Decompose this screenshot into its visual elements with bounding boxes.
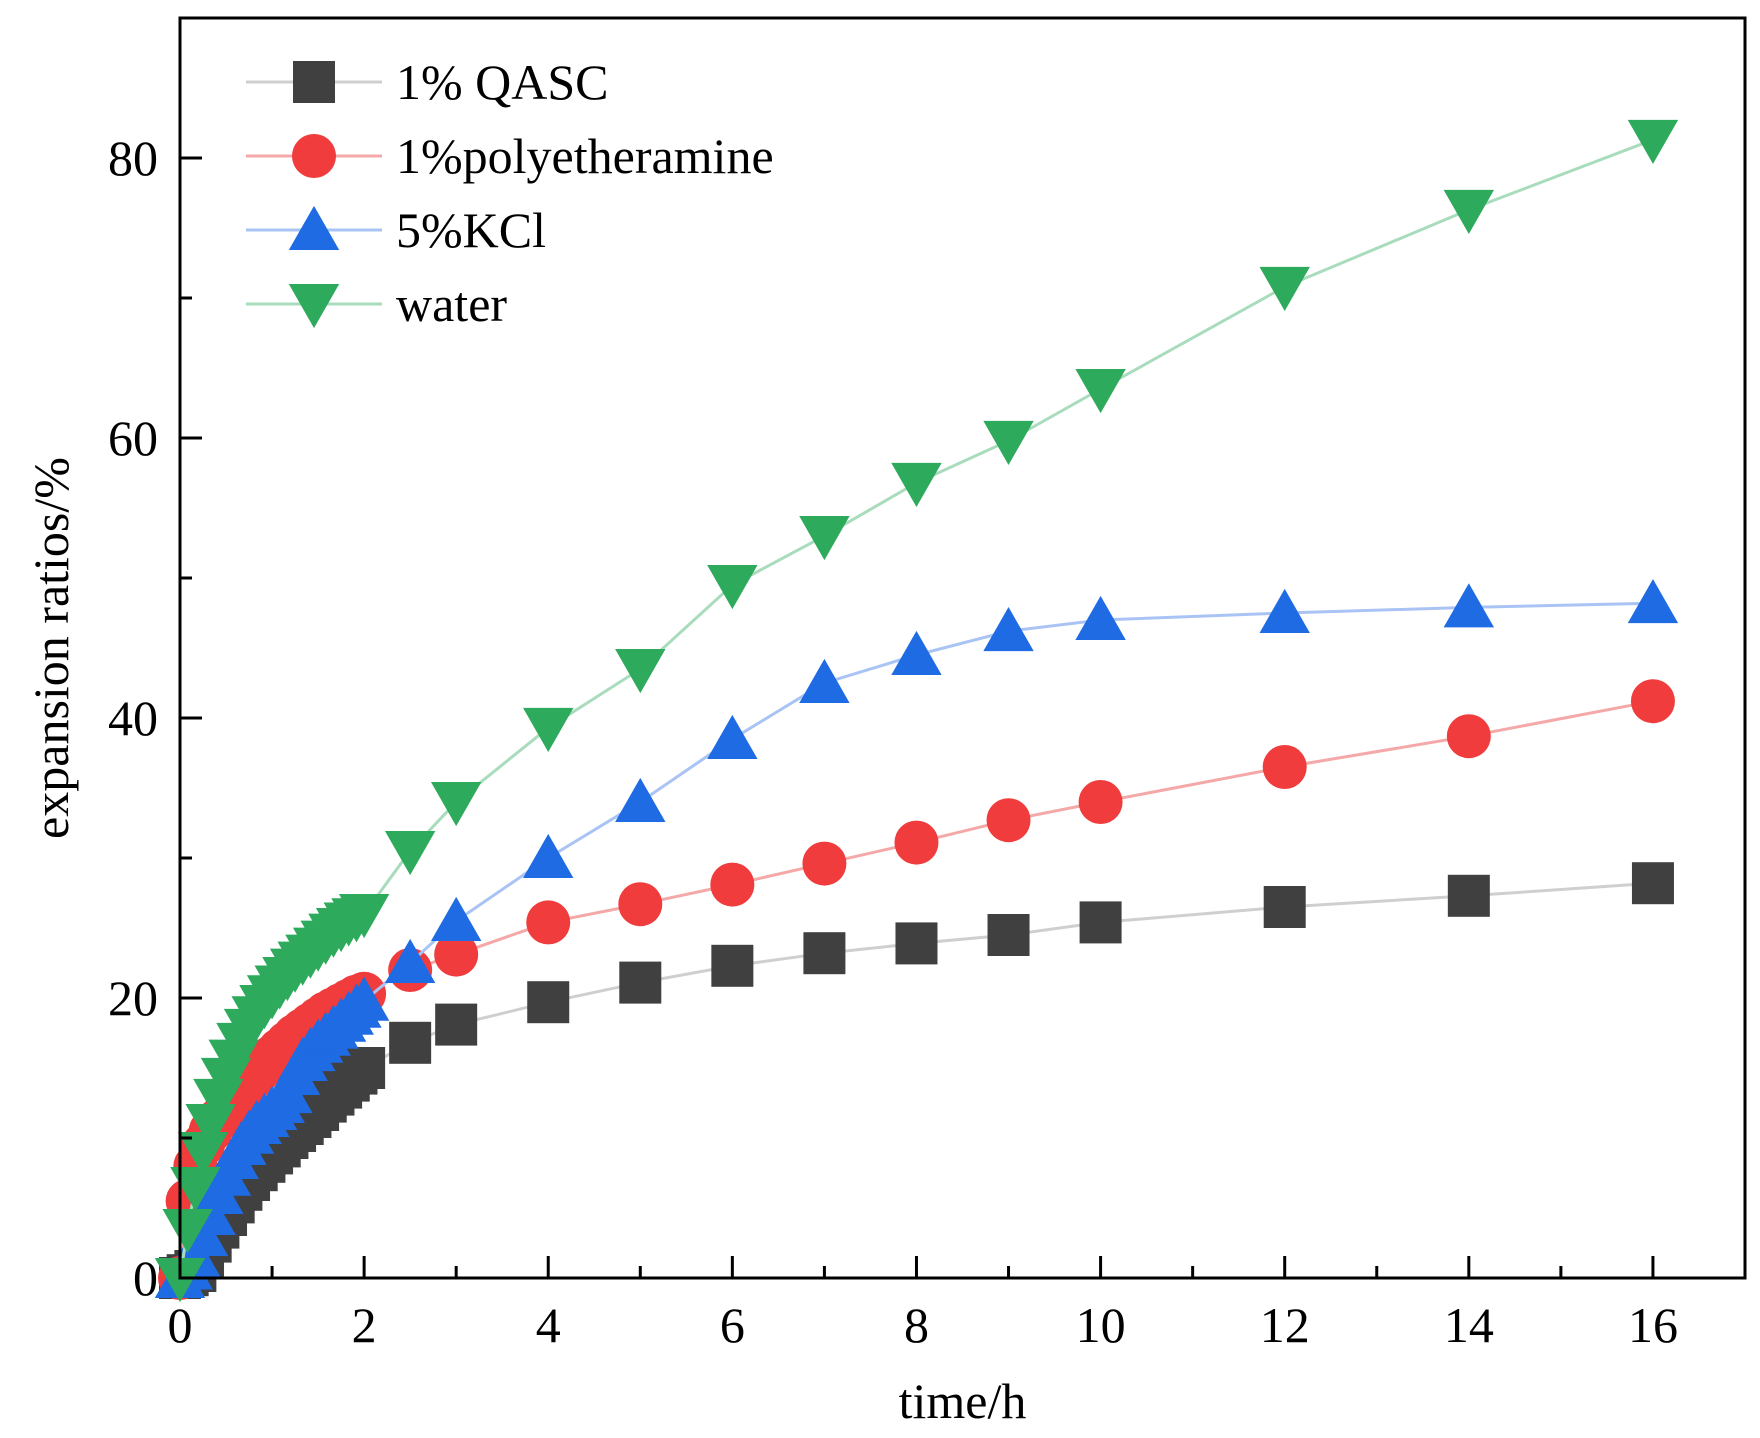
data-point-2-33 (1075, 595, 1126, 640)
legend-marker (288, 284, 340, 329)
data-point-2-35 (1443, 583, 1495, 628)
data-point-0-29 (711, 944, 754, 987)
data-point-2-25 (384, 938, 436, 983)
data-point-0-26 (435, 1003, 478, 1046)
data-point-3-34 (1259, 266, 1310, 311)
data-point-3-4 (185, 1104, 236, 1149)
data-point-1-33 (1078, 780, 1123, 824)
data-point-3-26 (430, 782, 482, 827)
legend-label: 1%polyetheramine (396, 128, 774, 184)
data-point-3-33 (1075, 369, 1126, 414)
data-point-2-24 (338, 976, 390, 1021)
data-point-3-2 (170, 1167, 221, 1212)
data-point-1-35 (1446, 714, 1491, 759)
data-point-3-0 (154, 1258, 206, 1303)
data-point-3-32 (983, 420, 1034, 465)
series-1 (158, 679, 1675, 1300)
legend-label: 5%KCl (396, 202, 546, 258)
x-tick-label: 16 (1628, 1297, 1678, 1353)
data-point-0-27 (527, 981, 570, 1024)
y-tick-label: 40 (108, 690, 158, 746)
y-tick-label: 20 (108, 970, 158, 1026)
data-point-0-33 (1079, 901, 1122, 944)
legend-item-2: 5%KCl (246, 202, 546, 258)
data-point-0-30 (803, 932, 846, 975)
data-point-0-28 (619, 961, 662, 1004)
data-point-3-30 (799, 516, 850, 561)
data-point-1-34 (1262, 745, 1307, 789)
data-point-2-29 (707, 714, 758, 759)
legend-label: water (396, 276, 507, 332)
x-tick-label: 6 (720, 1297, 745, 1353)
series-layer (154, 119, 1679, 1303)
data-point-2-31 (891, 630, 942, 675)
x-tick-label: 4 (536, 1297, 561, 1353)
data-point-3-3 (177, 1132, 229, 1177)
y-tick-label: 60 (108, 410, 158, 466)
legend-marker (293, 61, 335, 103)
data-point-0-34 (1263, 886, 1306, 928)
x-axis-title: time/h (899, 1373, 1027, 1429)
data-point-1-30 (802, 841, 847, 886)
data-point-0-24 (343, 1047, 386, 1089)
legend-item-3: water (246, 276, 507, 332)
data-point-1-31 (894, 820, 939, 865)
data-point-1-28 (618, 882, 663, 927)
data-point-2-36 (1627, 579, 1679, 624)
legend-item-0: 1% QASC (246, 54, 609, 110)
data-point-3-1 (162, 1209, 213, 1254)
data-point-0-31 (895, 922, 938, 965)
data-point-2-32 (983, 607, 1034, 652)
legend-label: 1% QASC (396, 54, 609, 110)
data-point-3-31 (891, 462, 942, 507)
data-point-2-34 (1259, 588, 1310, 633)
data-point-3-36 (1627, 119, 1679, 164)
data-point-3-29 (707, 565, 758, 610)
x-tick-label: 10 (1076, 1297, 1126, 1353)
data-point-3-28 (615, 649, 666, 694)
data-point-2-30 (799, 658, 850, 703)
plot-frame (178, 16, 1747, 1280)
series-3 (154, 119, 1679, 1303)
x-tick-label: 12 (1260, 1297, 1310, 1353)
data-point-2-28 (615, 777, 666, 822)
data-point-1-27 (526, 900, 571, 945)
data-point-1-36 (1630, 679, 1675, 724)
legend-item-1: 1%polyetheramine (246, 128, 774, 184)
data-point-3-35 (1443, 189, 1495, 234)
data-point-2-26 (430, 896, 482, 941)
series-0 (159, 862, 1674, 1299)
x-tick-label: 0 (168, 1297, 193, 1353)
data-point-0-36 (1631, 862, 1674, 905)
legend-marker (292, 134, 336, 178)
axes-layer: 0 2 4 6 8 10 12 14 16 0 20 40 60 80 (108, 16, 1747, 1353)
y-tick-label: 0 (133, 1250, 158, 1306)
data-point-1-26 (434, 932, 479, 977)
legend-marker (288, 205, 340, 250)
x-tick-label: 2 (352, 1297, 377, 1353)
y-tick-label: 80 (108, 130, 158, 186)
data-point-3-25 (384, 831, 436, 876)
legend: 1% QASC 1%polyetheramine 5%KCl water (246, 54, 774, 332)
data-point-0-32 (987, 914, 1030, 956)
data-point-3-27 (523, 707, 574, 752)
y-axis-title: expansion ratios/% (23, 457, 79, 839)
x-tick-label: 14 (1444, 1297, 1494, 1353)
data-point-2-27 (523, 833, 574, 878)
data-point-1-29 (710, 862, 755, 907)
data-point-1-32 (986, 798, 1031, 843)
data-point-0-35 (1447, 874, 1490, 917)
data-point-3-24 (338, 894, 390, 939)
x-tick-label: 8 (904, 1297, 929, 1353)
data-point-0-25 (389, 1021, 432, 1064)
